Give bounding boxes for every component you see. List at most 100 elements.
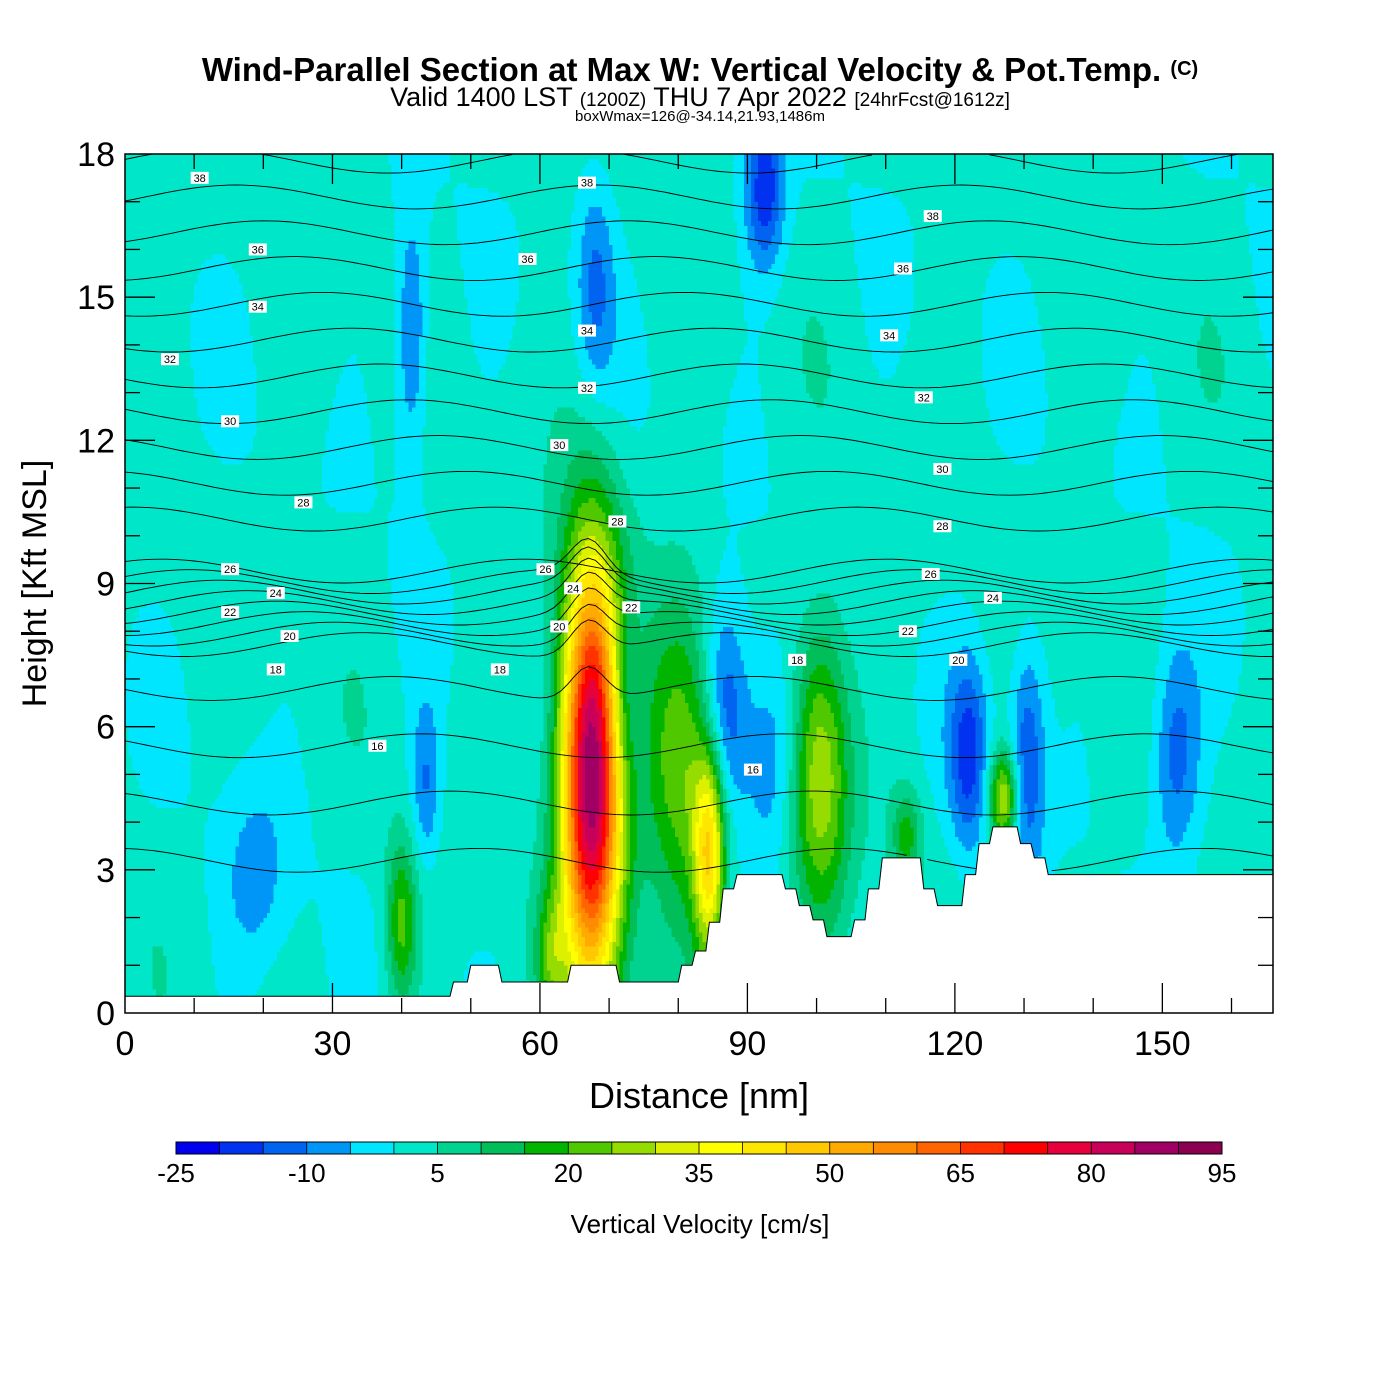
isentrope-label-bg xyxy=(921,567,940,580)
isentrope-label: 38 xyxy=(927,211,939,223)
isentrope-label-bg xyxy=(266,663,285,676)
colorbar-tick-label: 65 xyxy=(946,1158,975,1188)
isentrope-label: 36 xyxy=(252,244,264,256)
isentrope-label-bg xyxy=(949,653,968,666)
isentrope-label-bg xyxy=(490,663,509,676)
terrain xyxy=(124,826,1274,1014)
isentrope-label-bg xyxy=(160,353,179,366)
x-tick-label: 150 xyxy=(1134,1025,1191,1063)
isentrope-label: 28 xyxy=(611,516,623,528)
isentrope-label: 24 xyxy=(567,583,579,595)
isentrope-25 xyxy=(124,546,1274,605)
isentrope-label: 18 xyxy=(270,664,282,676)
isentrope-label-bg xyxy=(933,462,952,475)
isentrope-26 xyxy=(124,538,1274,594)
isentrope-label-bg xyxy=(743,763,762,776)
y-tick-label: 6 xyxy=(96,709,115,747)
colorbar-label: Vertical Velocity [cm/s] xyxy=(571,1209,830,1239)
isentrope-label: 30 xyxy=(936,464,948,476)
isentrope-label-bg xyxy=(190,171,209,184)
isentrope-label: 22 xyxy=(902,626,914,638)
isentrope-21 xyxy=(124,603,1274,647)
x-tick-label: 30 xyxy=(314,1025,352,1063)
isentrope-label-bg xyxy=(983,591,1002,604)
isentrope-label-bg xyxy=(608,515,627,528)
chart-title: Wind-Parallel Section at Max W: Vertical… xyxy=(0,50,1400,89)
x-tick-label: 60 xyxy=(521,1025,559,1063)
isentrope-32 xyxy=(124,363,1274,389)
y-tick-label: 18 xyxy=(77,136,115,174)
valid-prefix: Valid 1400 LST xyxy=(390,82,573,112)
isentrope-23 xyxy=(124,571,1274,626)
isentrope-label-bg xyxy=(923,210,942,223)
isentrope-label: 20 xyxy=(283,631,295,643)
colorbar: -25 -10 5 20 35 50 65 80 95 Vertical Velocity [cm… xyxy=(157,1141,1237,1239)
isentrope-20 xyxy=(124,619,1273,657)
isentrope-label: 20 xyxy=(952,655,964,667)
isentrope-label-bg xyxy=(622,601,641,614)
isentrope-label: 24 xyxy=(987,593,999,605)
colorbar-tick-label: 80 xyxy=(1077,1158,1106,1188)
isentrope-label-bg xyxy=(221,563,240,576)
isentrope-label-bg xyxy=(221,606,240,619)
isentrope-label: 16 xyxy=(371,741,383,753)
colorbar-swatch xyxy=(742,1142,787,1154)
isentrope-label: 28 xyxy=(936,521,948,533)
isentrope-label: 26 xyxy=(925,569,937,581)
isentrope-31 xyxy=(124,399,1274,425)
colorbar-swatch xyxy=(1178,1142,1223,1154)
colorbar-swatch xyxy=(176,1142,220,1154)
colorbar-swatch xyxy=(219,1142,264,1154)
colorbar-frame xyxy=(175,1141,1223,1155)
isentrope-label: 22 xyxy=(625,602,637,614)
isentrope-37 xyxy=(124,184,1274,210)
valid-utc: (1200Z) xyxy=(579,90,647,111)
isentrope-label: 24 xyxy=(270,588,282,600)
colorbar-swatch xyxy=(524,1142,569,1154)
colorbar-swatch xyxy=(1004,1142,1048,1154)
title-text: Wind-Parallel Section at Max W: Vertical… xyxy=(201,51,1162,88)
isentrope-label-bg xyxy=(577,176,596,189)
isentrope-27 xyxy=(124,558,1274,584)
isentrope-label-bg xyxy=(577,381,596,394)
isentrope-36 xyxy=(124,220,1274,246)
isentrope-22 xyxy=(124,587,1274,636)
isentrope-label: 38 xyxy=(581,178,593,190)
copyright-mark: (C) xyxy=(1170,58,1199,80)
y-tick-label: 15 xyxy=(77,279,115,317)
isentrope-label: 20 xyxy=(553,621,565,633)
isentrope-label-bg xyxy=(221,415,240,428)
colorbar-swatch xyxy=(1134,1142,1179,1154)
isentrope-label-bg xyxy=(266,587,285,600)
isentrope-label-bg xyxy=(577,324,596,337)
colorbar-tick-label: 95 xyxy=(1208,1158,1237,1188)
y-tick-label: 0 xyxy=(96,995,115,1033)
isentrope-label: 18 xyxy=(494,664,506,676)
colorbar-swatch xyxy=(611,1142,656,1154)
isentrope-19 xyxy=(124,666,1274,701)
isentrope-labels: 38 38 38 36 36 36 34 34 34 32 32 32 30 30 30 28 28 28 26 26… xyxy=(160,171,1002,777)
x-tick-label: 120 xyxy=(927,1025,984,1063)
colorbar-swatch xyxy=(437,1142,482,1154)
x-axis-label: Distance [nm] xyxy=(589,1075,809,1116)
isentrope-label-bg xyxy=(518,252,537,265)
isentrope-label: 36 xyxy=(897,264,909,276)
isentrope-label-bg xyxy=(536,563,555,576)
y-tick-label: 9 xyxy=(96,566,115,604)
isentrope-label: 34 xyxy=(581,326,593,338)
isentrope-label-bg xyxy=(248,300,267,313)
isentrope-label-bg xyxy=(933,520,952,533)
isentrope-label: 34 xyxy=(252,302,264,314)
colorbar-swatch xyxy=(306,1142,351,1154)
y-tick-label: 12 xyxy=(77,422,115,460)
isentrope-label: 38 xyxy=(194,173,206,185)
isentrope-17 xyxy=(124,790,1274,816)
isentrope-label-bg xyxy=(914,391,933,404)
colorbar-swatch xyxy=(699,1142,743,1154)
isentrope-label-bg xyxy=(550,439,569,452)
isentrope-30 xyxy=(124,435,1274,460)
isentrope-29 xyxy=(124,470,1274,496)
isentrope-label: 36 xyxy=(521,254,533,266)
colorbar-tick-label: 35 xyxy=(685,1158,714,1188)
